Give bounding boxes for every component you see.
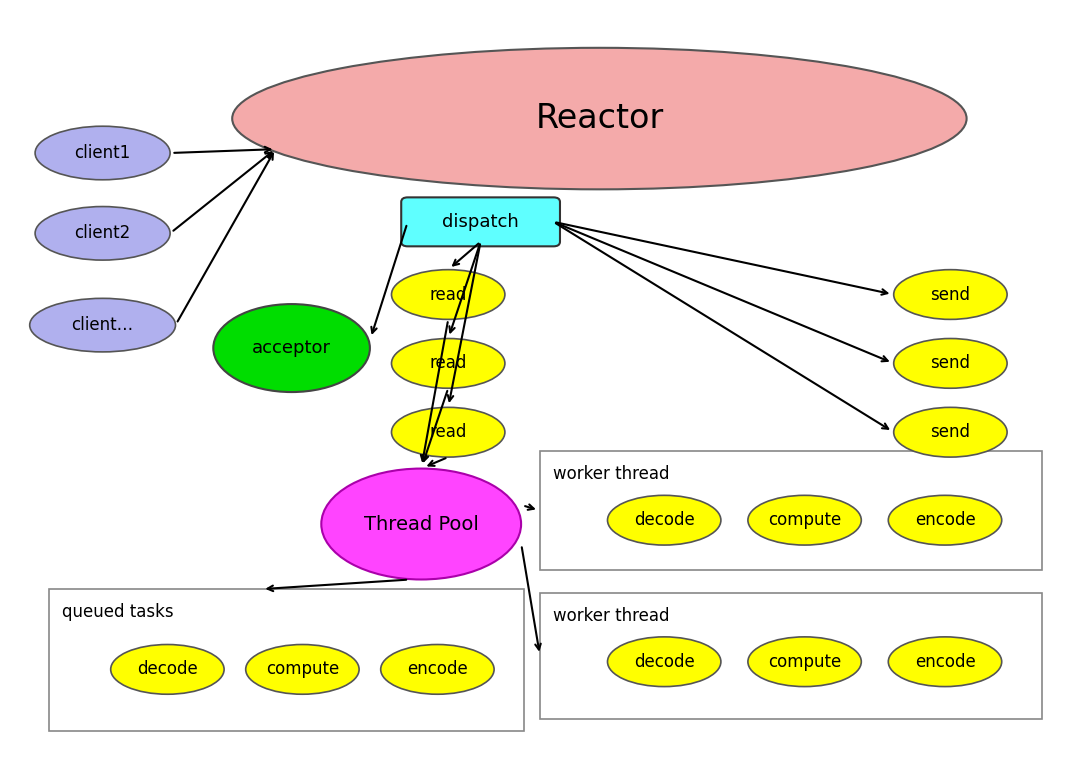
Ellipse shape [391, 338, 504, 389]
Text: send: send [930, 423, 971, 441]
Text: send: send [930, 354, 971, 373]
Ellipse shape [381, 644, 495, 695]
Ellipse shape [29, 298, 175, 352]
Text: read: read [430, 423, 467, 441]
Text: Reactor: Reactor [536, 102, 663, 135]
Text: queued tasks: queued tasks [62, 603, 173, 621]
Ellipse shape [322, 468, 522, 580]
Text: read: read [430, 354, 467, 373]
Ellipse shape [246, 644, 359, 695]
Ellipse shape [607, 636, 721, 687]
Text: worker thread: worker thread [553, 465, 670, 483]
Text: send: send [930, 285, 971, 304]
Text: compute: compute [768, 653, 841, 671]
FancyBboxPatch shape [402, 197, 559, 246]
Text: client1: client1 [75, 144, 131, 162]
Text: compute: compute [266, 660, 339, 679]
Text: encode: encode [407, 660, 468, 679]
Bar [540, 451, 1042, 570]
Ellipse shape [214, 304, 369, 392]
Text: acceptor: acceptor [252, 339, 332, 357]
Text: decode: decode [634, 653, 694, 671]
Text: worker thread: worker thread [553, 607, 670, 625]
Ellipse shape [893, 338, 1008, 389]
Ellipse shape [893, 270, 1008, 320]
Ellipse shape [391, 270, 504, 320]
Ellipse shape [232, 48, 967, 190]
Ellipse shape [111, 644, 225, 695]
Text: encode: encode [915, 511, 975, 529]
Text: decode: decode [137, 660, 198, 679]
Ellipse shape [888, 496, 1002, 545]
Ellipse shape [35, 207, 171, 260]
Ellipse shape [391, 407, 504, 457]
Ellipse shape [888, 636, 1002, 687]
Bar [49, 589, 524, 731]
Ellipse shape [607, 496, 721, 545]
Bar [540, 593, 1042, 719]
Ellipse shape [35, 126, 171, 180]
Text: compute: compute [768, 511, 841, 529]
Ellipse shape [893, 407, 1008, 457]
Text: dispatch: dispatch [442, 213, 519, 231]
Text: decode: decode [634, 511, 694, 529]
Text: client2: client2 [75, 224, 131, 243]
Ellipse shape [747, 496, 862, 545]
Ellipse shape [747, 636, 862, 687]
Text: read: read [430, 285, 467, 304]
Text: client…: client… [71, 316, 134, 334]
Text: encode: encode [915, 653, 975, 671]
Text: Thread Pool: Thread Pool [364, 515, 478, 533]
